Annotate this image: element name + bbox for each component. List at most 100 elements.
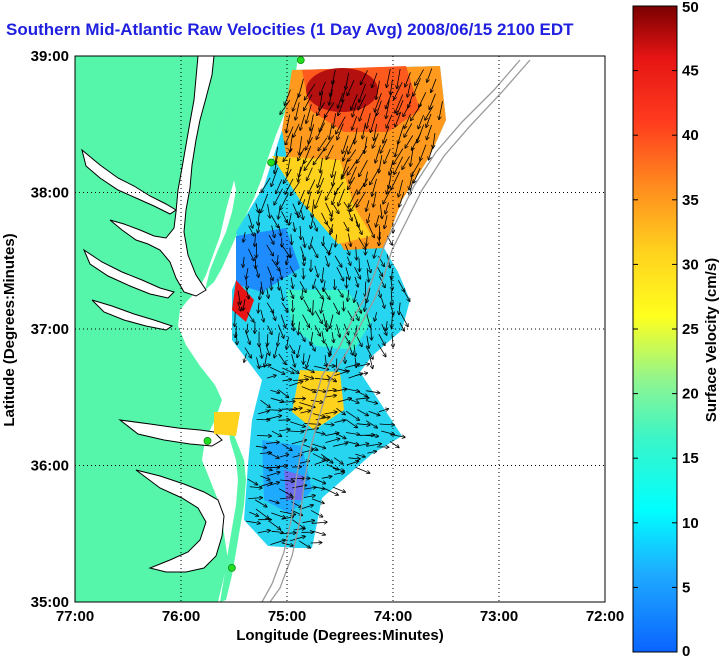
velocity-arrow	[280, 99, 291, 114]
velocity-arrow	[289, 366, 299, 373]
velocity-arrow	[259, 287, 260, 299]
velocity-arrow	[386, 91, 393, 108]
velocity-arrow	[321, 212, 327, 224]
velocity-arrow	[366, 200, 370, 211]
velocity-arrow	[345, 410, 359, 420]
velocity-arrow	[333, 486, 345, 492]
velocity-arrow	[313, 148, 325, 165]
velocity-arrow	[304, 155, 315, 170]
velocity-arrow	[289, 344, 294, 354]
velocity-arrow	[289, 213, 292, 225]
velocity-arrow	[343, 221, 349, 231]
velocity-arrow	[418, 114, 424, 129]
velocity-arrow	[324, 424, 333, 425]
velocity-arrow	[306, 104, 312, 123]
velocity-arrow	[345, 419, 357, 428]
velocity-arrow	[323, 365, 336, 366]
x-tick-label: 72:00	[586, 608, 624, 625]
velocity-arrow	[381, 430, 394, 434]
velocity-arrow	[381, 298, 385, 308]
colorbar-tick-label: 50	[682, 0, 699, 16]
velocity-arrow	[322, 287, 330, 300]
velocity-arrow	[304, 495, 315, 497]
velocity-arrow	[336, 267, 344, 280]
velocity-arrow	[325, 439, 339, 443]
velocity-arrow	[325, 342, 331, 355]
velocity-arrow	[255, 446, 266, 448]
velocity-arrow	[372, 72, 378, 87]
velocity-arrow	[327, 320, 328, 331]
x-tick-label: 73:00	[480, 608, 518, 625]
velocity-arrow	[378, 409, 388, 413]
velocity-arrow	[395, 94, 404, 112]
velocity-arrow	[367, 223, 374, 237]
velocity-arrow	[309, 341, 315, 351]
velocity-arrow	[303, 237, 305, 247]
velocity-arrow	[235, 312, 236, 326]
colorbar-tick-label: 20	[682, 386, 699, 403]
velocity-arrow	[322, 313, 326, 326]
velocity-arrow	[259, 465, 272, 471]
velocity-arrow	[247, 289, 249, 299]
velocity-arrow	[368, 354, 372, 369]
velocity-arrow	[270, 309, 275, 320]
velocity-arrow	[425, 105, 434, 120]
velocity-arrow	[286, 255, 288, 264]
velocity-arrow	[411, 103, 422, 121]
velocity-arrow	[366, 444, 381, 447]
velocity-arrow	[290, 421, 305, 427]
velocity-arrow	[333, 457, 343, 464]
velocity-arrow	[317, 102, 325, 115]
velocity-arrow	[330, 80, 335, 96]
velocity-arrow	[305, 137, 313, 150]
velocity-arrow	[302, 288, 303, 299]
velocity-arrow	[348, 176, 356, 189]
velocity-arrow	[300, 246, 306, 260]
velocity-arrow	[318, 137, 328, 151]
velocity-arrow	[311, 522, 327, 523]
velocity-arrow	[394, 156, 404, 174]
velocity-arrow	[386, 321, 387, 330]
velocity-arrow	[439, 101, 443, 119]
velocity-arrow	[312, 199, 315, 216]
velocity-arrow	[348, 289, 349, 301]
velocity-arrow	[265, 353, 268, 367]
velocity-arrow	[352, 116, 358, 130]
velocity-arrow	[352, 102, 357, 117]
velocity-arrow	[343, 145, 349, 161]
velocity-arrow	[268, 520, 280, 529]
velocity-arrow	[286, 336, 289, 349]
colorbar-tick-label: 35	[682, 192, 699, 209]
velocity-arrow	[314, 325, 320, 335]
velocity-arrow	[354, 276, 358, 287]
velocity-arrow	[267, 266, 273, 280]
velocity-arrow	[348, 458, 360, 459]
velocity-arrow	[271, 531, 283, 532]
velocity-arrow	[299, 402, 314, 408]
velocity-arrow	[355, 453, 365, 457]
velocity-arrow	[260, 346, 262, 358]
velocity-arrow	[358, 364, 369, 367]
velocity-arrow	[312, 477, 325, 484]
velocity-arrow	[313, 300, 314, 315]
velocity-arrow	[303, 267, 304, 278]
velocity-arrow	[266, 442, 279, 444]
velocity-arrow	[345, 364, 360, 368]
colorbar-tick-label: 25	[682, 321, 699, 338]
velocity-arrow	[333, 302, 339, 314]
velocity-arrow	[237, 290, 240, 305]
velocity-arrow	[290, 247, 291, 258]
velocity-arrow	[325, 202, 332, 216]
velocity-arrow	[343, 323, 348, 335]
velocity-arrow	[277, 466, 287, 467]
velocity-arrow	[312, 413, 325, 417]
velocity-arrow	[429, 144, 434, 160]
velocity-arrow	[336, 116, 346, 134]
velocity-arrow	[393, 148, 404, 165]
velocity-arrow	[355, 373, 367, 377]
velocity-arrow	[291, 354, 295, 367]
velocity-arrow	[285, 178, 294, 194]
velocity-arrow	[334, 279, 335, 289]
velocity-arrow	[310, 244, 317, 258]
velocity-arrow	[359, 160, 368, 176]
